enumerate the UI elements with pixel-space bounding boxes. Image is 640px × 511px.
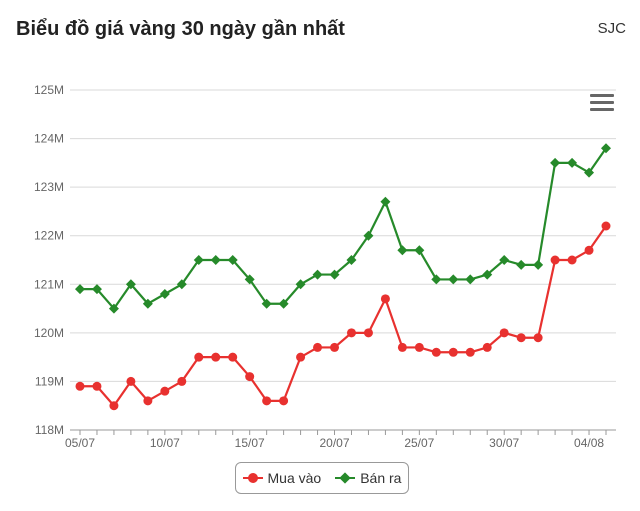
data-point-buy [414, 342, 424, 352]
buy-series-legend-icon [242, 473, 263, 483]
x-tick-label: 30/07 [489, 436, 519, 450]
data-point-sell [414, 245, 425, 256]
data-point-sell [363, 230, 374, 241]
data-point-sell [91, 284, 102, 295]
data-point-buy [177, 376, 187, 386]
hamburger-menu-icon[interactable] [590, 94, 614, 114]
data-point-buy [75, 381, 85, 391]
data-point-sell [482, 269, 493, 280]
y-tick-label: 120M [34, 326, 64, 340]
sell-series-legend-icon [335, 472, 356, 484]
data-point-buy [330, 342, 340, 352]
series-line-buy [80, 225, 607, 407]
data-point-buy [194, 352, 204, 362]
x-tick-label: 25/07 [404, 436, 434, 450]
data-point-buy [279, 396, 289, 406]
data-point-buy [126, 376, 136, 386]
data-point-buy [516, 333, 526, 343]
data-point-buy [211, 352, 221, 362]
data-point-buy [567, 255, 577, 265]
y-tick-label: 118M [35, 423, 64, 437]
data-point-buy [296, 352, 306, 362]
data-point-buy [313, 342, 323, 352]
y-tick-label: 121M [34, 277, 64, 291]
data-point-sell [193, 255, 204, 265]
data-point-sell [346, 255, 357, 265]
y-tick-label: 122M [34, 229, 64, 243]
x-tick-label: 15/07 [235, 436, 265, 450]
legend-item-buy[interactable]: Mua vào [242, 470, 322, 486]
x-tick-label: 20/07 [320, 436, 350, 450]
data-point-sell [75, 284, 85, 295]
data-point-buy [601, 221, 611, 231]
data-point-sell [244, 274, 255, 285]
y-tick-label: 123M [34, 180, 64, 194]
data-point-buy [431, 347, 441, 357]
data-point-buy [397, 342, 407, 352]
data-point-sell [533, 259, 544, 270]
data-point-buy [346, 328, 356, 338]
data-point-buy [550, 255, 560, 265]
data-point-buy [143, 396, 153, 406]
data-point-sell [516, 259, 527, 270]
chart-title: Biểu đồ giá vàng 30 ngày gần nhất [16, 18, 345, 40]
chart-legend: Mua vào Bán ra [235, 462, 409, 494]
data-point-buy [109, 401, 119, 411]
data-point-sell [176, 279, 187, 290]
data-point-buy [499, 328, 509, 338]
legend-label-buy: Mua vào [267, 470, 322, 486]
data-point-buy [160, 386, 170, 396]
data-point-buy [380, 294, 390, 304]
data-point-sell [397, 245, 408, 256]
data-point-buy [92, 381, 102, 391]
data-point-buy [245, 372, 255, 382]
data-point-buy [465, 347, 475, 357]
data-point-sell [329, 269, 340, 280]
data-point-sell [159, 289, 170, 299]
y-tick-label: 125M [34, 83, 64, 97]
data-point-sell [567, 157, 578, 168]
x-tick-label: 04/08 [574, 436, 604, 450]
data-point-sell [448, 274, 459, 285]
data-point-sell [584, 167, 595, 178]
data-point-buy [363, 328, 373, 338]
data-point-sell [227, 255, 238, 265]
data-point-sell [465, 274, 476, 285]
data-point-buy [448, 347, 458, 357]
data-point-sell [550, 157, 561, 168]
y-tick-label: 119M [35, 374, 64, 388]
legend-label-sell: Bán ra [360, 470, 402, 486]
data-point-buy [533, 333, 543, 343]
data-point-sell [278, 298, 289, 309]
data-point-sell [261, 298, 272, 309]
x-tick-label: 10/07 [150, 436, 180, 450]
y-tick-label: 124M [34, 132, 64, 146]
data-point-sell [210, 255, 221, 265]
data-point-sell [142, 298, 153, 309]
data-point-sell [108, 303, 119, 314]
data-point-sell [312, 269, 323, 280]
data-point-sell [295, 279, 306, 290]
data-point-sell [125, 279, 136, 290]
data-point-buy [262, 396, 272, 406]
x-tick-label: 05/07 [65, 436, 95, 450]
data-point-buy [584, 245, 594, 255]
data-point-sell [380, 196, 391, 207]
data-point-buy [228, 352, 238, 362]
data-point-buy [482, 342, 492, 352]
source-label: SJC [597, 20, 626, 37]
data-point-sell [499, 255, 510, 265]
legend-item-sell[interactable]: Bán ra [335, 470, 401, 486]
line-chart: 118M 119M 120M 121M 122M 123M 124M 125M 05/07 10/… [34, 83, 616, 450]
data-point-sell [601, 143, 611, 154]
data-point-sell [431, 274, 442, 285]
